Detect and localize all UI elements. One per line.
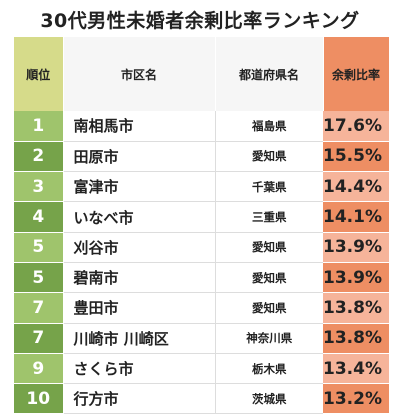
ratio-cell: 14.1% xyxy=(323,201,389,233)
city-cell: さくら市 xyxy=(63,353,216,385)
rank-cell: 5 xyxy=(14,232,64,263)
prefecture-cell: 栃木県 xyxy=(215,353,323,385)
ratio-cell: 15.5% xyxy=(323,141,389,173)
city-cell: 富津市 xyxy=(63,171,216,203)
city-cell: 田原市 xyxy=(63,141,216,173)
prefecture-cell: 愛知県 xyxy=(215,141,323,173)
city-cell: 碧南市 xyxy=(63,262,216,294)
rank-cell: 5 xyxy=(14,262,64,294)
prefecture-cell: 愛知県 xyxy=(215,262,323,294)
rank-cell: 10 xyxy=(14,383,64,415)
table-row: 1 南相馬市 福島県 17.6% xyxy=(14,111,389,142)
ratio-cell: 13.4% xyxy=(323,353,389,385)
ratio-cell: 14.4% xyxy=(323,171,389,203)
ratio-cell: 13.2% xyxy=(323,383,389,415)
header-prefecture: 都道府県名 xyxy=(215,37,324,111)
ratio-cell: 17.6% xyxy=(323,111,389,142)
ratio-cell: 13.8% xyxy=(323,323,389,354)
table-row: 3 富津市 千葉県 14.4% xyxy=(14,171,389,203)
table-row: 2 田原市 愛知県 15.5% xyxy=(14,141,389,173)
prefecture-cell: 三重県 xyxy=(215,201,323,233)
rank-cell: 2 xyxy=(14,141,64,173)
city-cell: 刈谷市 xyxy=(63,232,216,263)
city-cell: 豊田市 xyxy=(63,292,216,324)
table-row: 4 いなべ市 三重県 14.1% xyxy=(14,201,389,233)
header-ratio: 余剰比率 xyxy=(323,37,390,111)
prefecture-cell: 茨城県 xyxy=(215,383,323,415)
city-cell: 南相馬市 xyxy=(63,111,216,142)
rank-cell: 1 xyxy=(14,111,64,142)
table-row: 5 碧南市 愛知県 13.9% xyxy=(14,262,389,294)
city-cell: いなべ市 xyxy=(63,201,216,233)
table-row: 10 行方市 茨城県 13.2% xyxy=(14,383,389,415)
prefecture-cell: 福島県 xyxy=(215,111,323,142)
prefecture-cell: 愛知県 xyxy=(215,232,323,263)
chart-title: 30代男性未婚者余剰比率ランキング xyxy=(40,10,360,32)
prefecture-cell: 愛知県 xyxy=(215,292,323,324)
rank-cell: 4 xyxy=(14,201,64,233)
table-header-row: 順位 市区名 都道府県名 余剰比率 xyxy=(14,37,390,111)
city-cell: 行方市 xyxy=(63,383,216,415)
rank-cell: 7 xyxy=(14,323,64,354)
city-cell: 川崎市 川崎区 xyxy=(63,323,216,354)
ratio-cell: 13.8% xyxy=(323,292,389,324)
table-row: 9 さくら市 栃木県 13.4% xyxy=(14,353,389,385)
rank-cell: 7 xyxy=(14,292,64,324)
prefecture-cell: 神奈川県 xyxy=(215,323,323,354)
prefecture-cell: 千葉県 xyxy=(215,171,323,203)
ratio-cell: 13.9% xyxy=(323,232,389,263)
rank-cell: 3 xyxy=(14,171,64,203)
rank-cell: 9 xyxy=(14,353,64,385)
header-city: 市区名 xyxy=(63,37,216,111)
table-body: 1 南相馬市 福島県 17.6% 2 田原市 愛知県 15.5% 3 富津市 千葉県 14.4% 4 いな… xyxy=(14,111,389,415)
table-row: 7 豊田市 愛知県 13.8% xyxy=(14,292,389,324)
table-row: 7 川崎市 川崎区 神奈川県 13.8% xyxy=(14,323,389,354)
header-rank: 順位 xyxy=(14,37,64,111)
ranking-table: 順位 市区名 都道府県名 余剰比率 1 南相馬市 福島県 17.6% 2 田原市 愛知県 15… xyxy=(14,37,390,415)
ratio-cell: 13.9% xyxy=(323,262,389,294)
table-row: 5 刈谷市 愛知県 13.9% xyxy=(14,232,389,263)
